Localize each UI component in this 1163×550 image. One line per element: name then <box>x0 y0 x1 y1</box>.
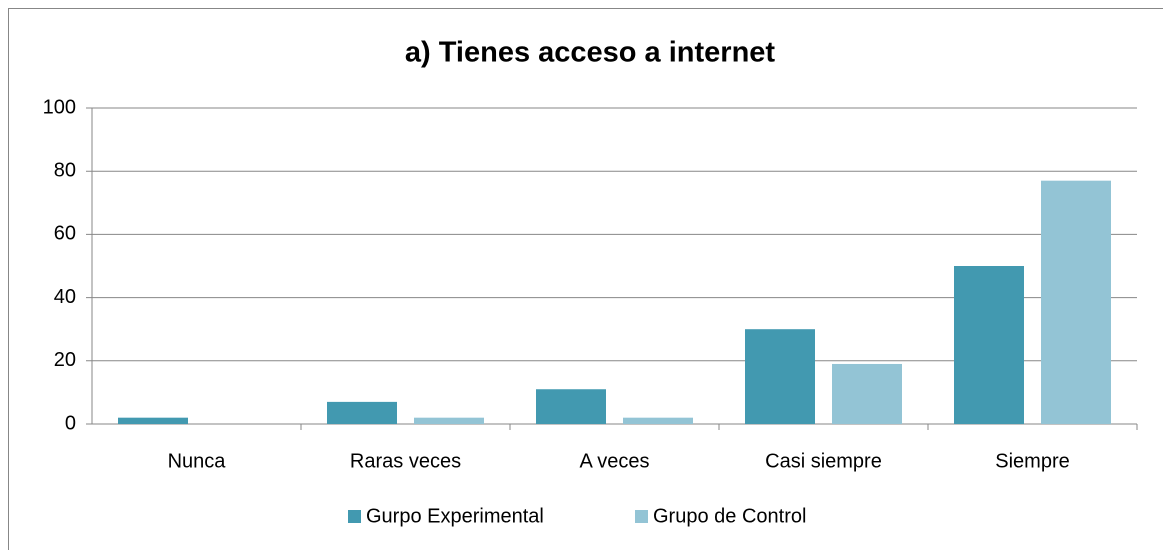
x-tick-label: A veces <box>579 450 649 472</box>
bar <box>536 389 606 424</box>
legend-swatch <box>635 510 648 523</box>
y-tick-label: 20 <box>54 349 76 371</box>
y-tick-label: 0 <box>65 412 76 434</box>
y-tick-label: 60 <box>54 223 76 245</box>
bar <box>1041 180 1111 424</box>
legend-label: Grupo de Control <box>653 505 806 527</box>
bar <box>954 266 1024 424</box>
x-tick-label: Nunca <box>168 450 227 472</box>
bar <box>745 329 815 424</box>
bar <box>327 401 397 424</box>
y-tick-label: 40 <box>54 286 76 308</box>
legend-label: Gurpo Experimental <box>366 505 544 527</box>
bar <box>414 417 484 424</box>
x-tick-label: Casi siempre <box>765 450 882 472</box>
y-tick-label: 80 <box>54 159 76 181</box>
x-tick-label: Siempre <box>995 450 1069 472</box>
legend-swatch <box>348 510 361 523</box>
bar <box>623 417 693 424</box>
chart-title: a) Tienes acceso a internet <box>405 37 776 69</box>
bar <box>832 363 902 424</box>
chart-border <box>8 8 1163 550</box>
bar <box>118 417 188 424</box>
x-tick-label: Raras veces <box>350 450 461 472</box>
y-tick-label: 100 <box>43 96 76 118</box>
